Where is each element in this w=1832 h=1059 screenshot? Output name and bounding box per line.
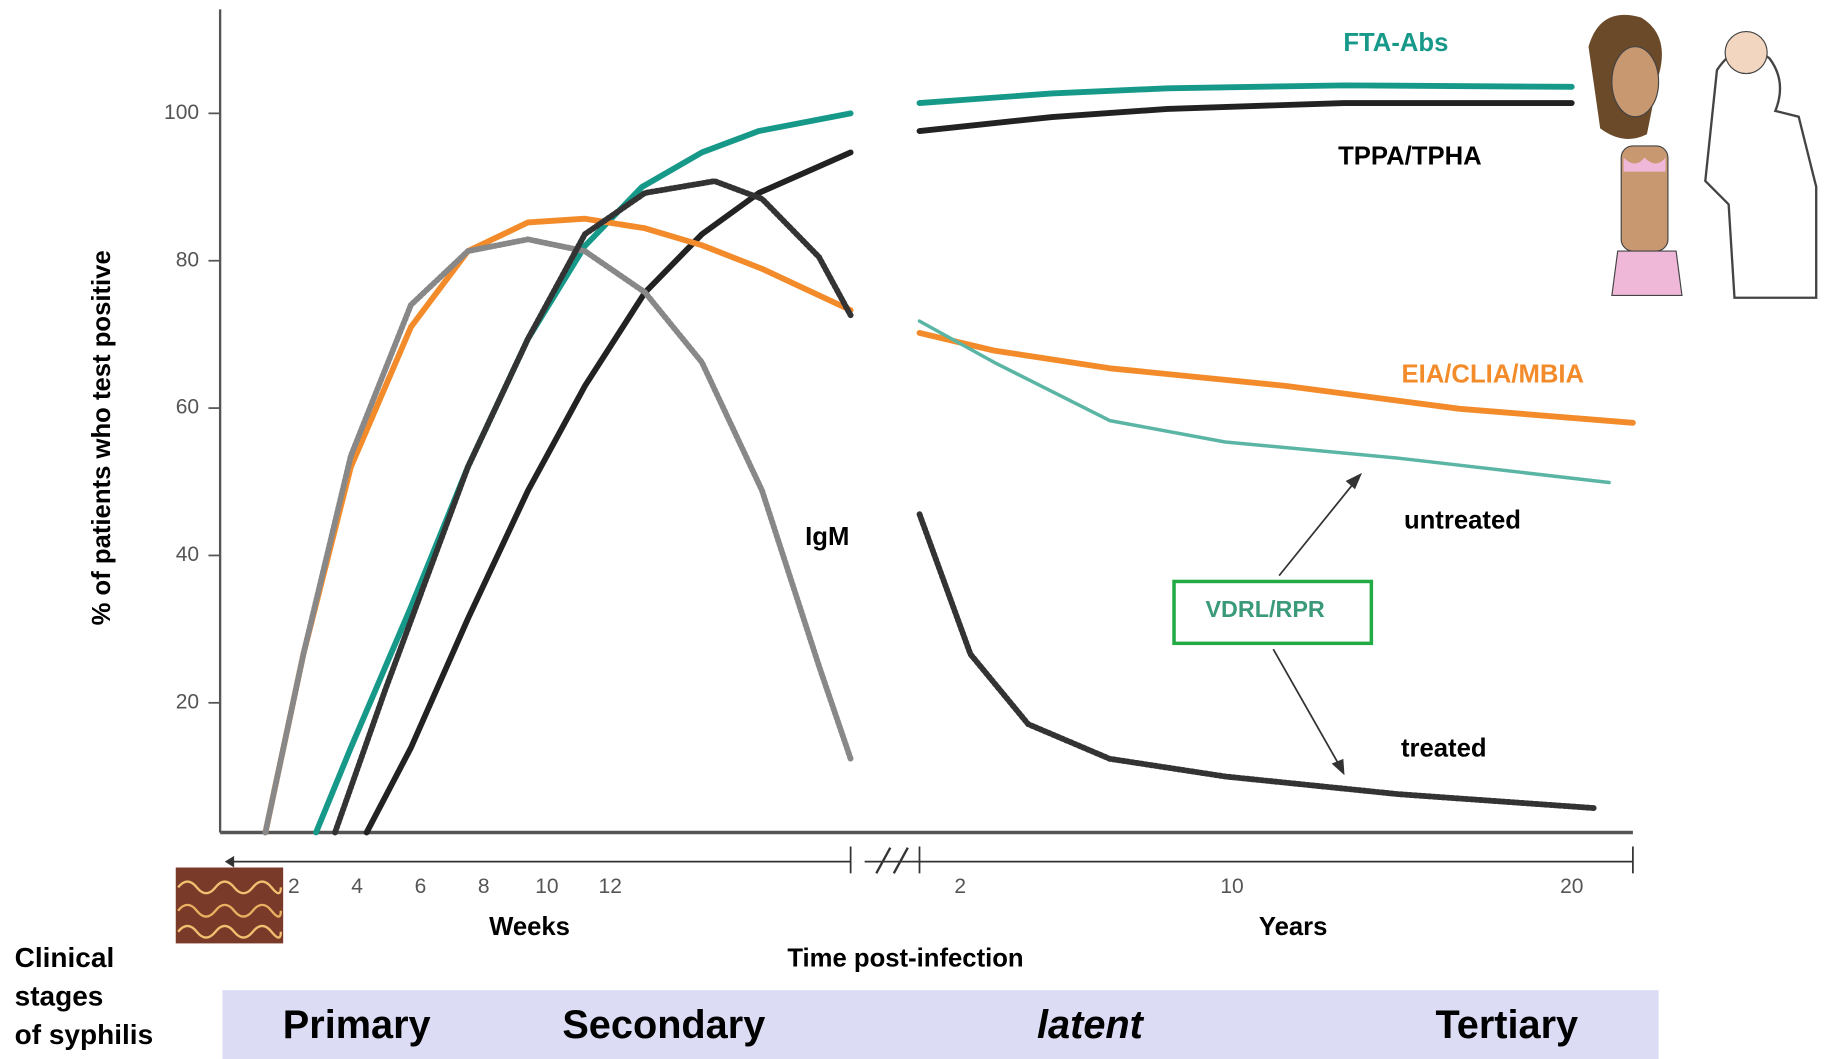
series-label: FTA-Abs — [1343, 29, 1448, 57]
series-line — [916, 511, 1599, 812]
series-label: TPPA/TPHA — [1338, 142, 1482, 170]
stage: Secondary — [562, 1003, 765, 1047]
series-line — [916, 100, 1575, 134]
bacteria-image — [175, 867, 284, 944]
x-tick-label: 12 — [599, 875, 622, 898]
y-tick-label: 40 — [176, 543, 199, 566]
axis-break — [875, 847, 892, 874]
x-tick-label: 20 — [1560, 875, 1583, 898]
series-line — [917, 319, 1611, 485]
axis-break — [892, 847, 909, 874]
series-line — [916, 330, 1636, 426]
y-tick-label: 80 — [176, 248, 199, 271]
annotation: VDRL/RPR — [1205, 596, 1324, 622]
series-label: untreated — [1404, 507, 1521, 535]
stage: Tertiary — [1435, 1003, 1578, 1047]
arrow-head — [1345, 472, 1363, 490]
series-line — [363, 149, 854, 836]
years-label: Years — [1259, 913, 1328, 941]
x-tick-label: 6 — [415, 875, 427, 898]
x-tick-label: 2 — [288, 875, 300, 898]
stages-label: Clinical — [15, 942, 115, 973]
x-tick-label: 10 — [1220, 875, 1243, 898]
series-line — [262, 236, 854, 836]
y-axis-title: % of patients who test positive — [88, 250, 116, 625]
x-tick-label: 8 — [478, 875, 490, 898]
series-line — [332, 178, 854, 836]
stage: latent — [1037, 1003, 1145, 1047]
y-tick-label: 100 — [164, 101, 199, 124]
x-axis-title: Time post-infection — [787, 945, 1023, 973]
x-tick-label: 2 — [954, 875, 966, 898]
stages-label: of syphilis — [15, 1019, 154, 1050]
stage-band — [222, 990, 1659, 1059]
series-line — [916, 82, 1575, 106]
stage: Primary — [283, 1003, 431, 1047]
series-label: EIA/CLIA/MBIA — [1402, 361, 1585, 389]
axis-arrow — [224, 855, 235, 868]
x-tick-label: 10 — [535, 875, 558, 898]
arrow — [1278, 478, 1359, 577]
stages-label: stages — [15, 981, 104, 1012]
annotation-box — [1172, 579, 1374, 646]
x-tick-label: 4 — [351, 875, 363, 898]
y-tick-label: 60 — [176, 396, 199, 419]
weeks-label: Weeks — [489, 913, 570, 941]
series-label: IgM — [805, 523, 849, 551]
arrow — [1272, 648, 1342, 769]
arrow-head — [1331, 758, 1345, 776]
doctor-cartoon — [1588, 14, 1818, 299]
series-label: treated — [1401, 734, 1487, 762]
y-tick-label: 20 — [176, 690, 199, 713]
